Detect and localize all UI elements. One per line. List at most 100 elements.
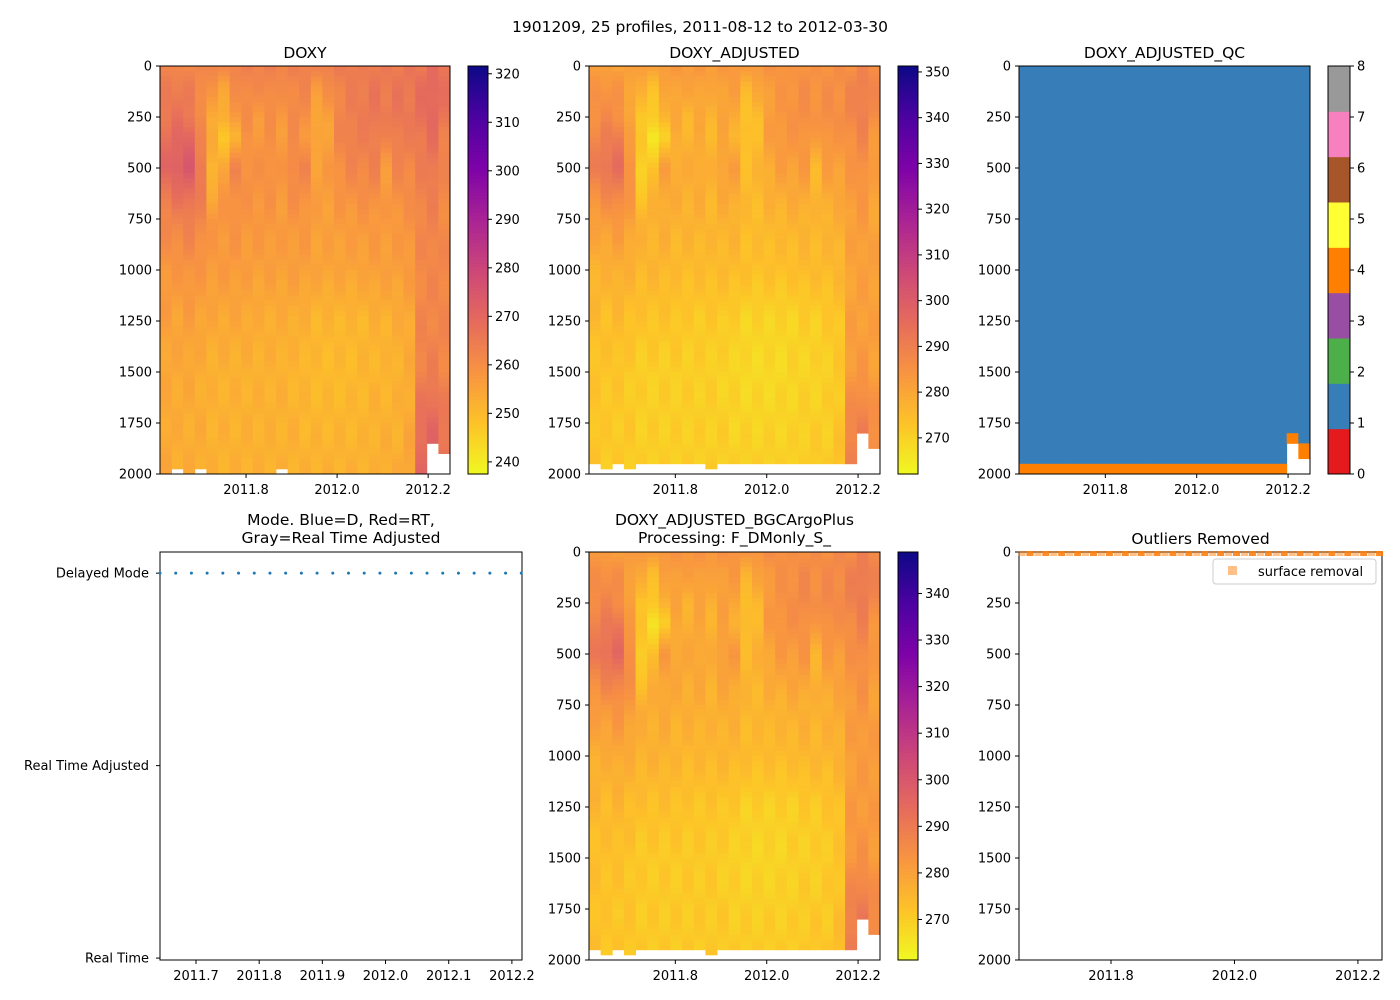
doxy-heatmap-cell <box>194 428 207 434</box>
doxy-adjusted-heatmap-cell <box>740 361 753 368</box>
doxy-heatmap-cell <box>345 372 358 378</box>
doxy-heatmap-cell <box>194 356 207 363</box>
doxy-adjusted-heatmap-cell <box>705 142 718 148</box>
doxy-adjusted-heatmap-cell <box>798 366 811 373</box>
doxy-adjusted-qc-heatmap-cell <box>1065 106 1078 113</box>
doxy-adjusted-heatmap-cell <box>798 377 811 383</box>
doxy-heatmap-cell <box>229 91 242 97</box>
doxy-adjusted-heatmap-cell <box>833 392 846 398</box>
doxy-adjusted-qc-heatmap-cell <box>1065 417 1078 424</box>
doxy-heatmap-cell <box>160 361 172 368</box>
doxy-heatmap-cell <box>206 147 219 154</box>
doxy-adjusted-heatmap-cell <box>751 310 764 317</box>
doxy-adjusted-heatmap-cell <box>693 264 706 271</box>
doxy-heatmap-cell <box>218 249 230 256</box>
doxy-adjusted-qc-heatmap-cell <box>1065 331 1078 337</box>
doxy-heatmap-cell <box>183 219 196 225</box>
doxy-heatmap-cell <box>322 213 335 220</box>
doxy-adjusted-heatmap-cell <box>751 91 764 97</box>
doxy-heatmap-cell <box>310 229 323 235</box>
doxy-adjusted-qc-heatmap-cell <box>1100 310 1113 317</box>
doxy-adjusted-qc-heatmap-cell <box>1030 188 1043 194</box>
doxy-adjusted-qc-heatmap-cell <box>1077 270 1090 276</box>
doxy-adjusted-heatmap-cell <box>682 173 695 179</box>
doxy-adjusted-heatmap-cell <box>763 137 776 143</box>
doxy-heatmap-cell <box>206 310 219 317</box>
doxy-heatmap-cell <box>345 387 358 393</box>
doxy-adjusted-heatmap-cell <box>600 366 613 373</box>
doxy-adjusted-qc-heatmap-cell <box>1042 264 1055 271</box>
doxy-heatmap-cell <box>183 198 196 205</box>
doxy-adjusted-heatmap-cell <box>728 244 741 250</box>
doxy-adjusted-qc-heatmap-cell <box>1042 443 1055 449</box>
doxy-heatmap-cell <box>287 86 300 92</box>
doxy-adjusted-heatmap-cell <box>763 366 776 373</box>
doxy-heatmap-cell <box>206 239 219 245</box>
doxy-heatmap-cell <box>415 224 428 230</box>
doxy-heatmap-cell <box>276 356 288 363</box>
doxy-heatmap-cell <box>241 173 254 179</box>
doxy-heatmap-cell <box>368 443 381 449</box>
doxy-heatmap-cell <box>357 229 370 235</box>
doxy-adjusted-heatmap-cell <box>775 346 788 352</box>
doxy-heatmap-cell <box>264 305 277 312</box>
doxy-adjusted-heatmap-cell <box>810 326 823 332</box>
doxy-adjusted-qc-heatmap-cell <box>1053 310 1066 317</box>
doxy-heatmap-cell <box>264 183 277 189</box>
doxy-adjusted-heatmap-cell <box>589 249 602 256</box>
doxy-heatmap-cell <box>276 71 288 77</box>
doxy-adjusted-qc-heatmap-cell <box>1077 295 1090 301</box>
doxy-adjusted-qc-heatmap-cell <box>1123 132 1136 138</box>
doxy-adjusted-heatmap-cell <box>589 239 602 245</box>
doxy-heatmap-cell <box>438 275 451 281</box>
doxy-adjusted-heatmap-cell <box>763 290 776 296</box>
doxy-heatmap-cell <box>415 244 428 250</box>
doxy-adjusted-heatmap-cell <box>658 117 671 123</box>
doxy-adjusted-qc-heatmap-cell <box>1100 127 1113 133</box>
doxy-adjusted-qc-heatmap-cell <box>1100 326 1113 332</box>
doxy-adjusted-qc-heatmap-cell <box>1077 152 1090 159</box>
doxy-adjusted-heatmap-cell <box>589 244 602 250</box>
doxy-heatmap-cell <box>415 275 428 281</box>
doxy-heatmap-cell <box>426 295 439 301</box>
doxy-heatmap-cell <box>183 147 196 154</box>
doxy-heatmap-cell <box>252 127 265 133</box>
doxy-heatmap-cell <box>392 300 404 307</box>
doxy-heatmap-cell <box>160 448 172 454</box>
doxy-adjusted-heatmap-cell <box>856 244 869 250</box>
doxy-heatmap-cell <box>194 377 207 383</box>
doxy-adjusted-qc-heatmap-cell <box>1030 443 1043 449</box>
doxy-heatmap-cell <box>206 127 219 133</box>
doxy-heatmap-cell <box>357 239 370 245</box>
doxy-heatmap-cell <box>310 423 323 429</box>
doxy-adjusted-heatmap-cell <box>786 285 799 291</box>
doxy-adjusted-heatmap-cell <box>705 111 718 118</box>
doxy-heatmap-cell <box>218 417 230 424</box>
doxy-adjusted-qc-heatmap-cell <box>1100 239 1113 245</box>
doxy-adjusted-qc-heatmap-cell <box>1030 305 1043 312</box>
doxy-heatmap-cell <box>380 198 393 205</box>
doxy-adjusted-qc-heatmap-cell <box>1100 264 1113 271</box>
doxy-adjusted-qc-heatmap-cell <box>1112 203 1125 210</box>
doxy-heatmap-cell <box>322 254 335 261</box>
doxy-heatmap-cell <box>264 315 277 322</box>
doxy-heatmap-cell <box>322 71 335 77</box>
doxy-heatmap-cell <box>206 157 219 164</box>
doxy-adjusted-heatmap-cell <box>589 264 602 271</box>
doxy-heatmap-cell <box>334 315 346 322</box>
doxy-heatmap-cell <box>160 290 172 296</box>
doxy-adjusted-qc-heatmap-cell <box>1088 264 1101 271</box>
doxy-adjusted-heatmap-cell <box>705 310 718 317</box>
doxy-heatmap-cell <box>426 433 439 439</box>
doxy-adjusted-heatmap-cell <box>821 275 834 281</box>
doxy-heatmap-cell <box>276 463 288 470</box>
doxy-adjusted-qc-heatmap-cell <box>1077 448 1090 454</box>
doxy-adjusted-colorbar-segment <box>898 450 918 455</box>
doxy-heatmap-cell <box>171 290 184 296</box>
doxy-heatmap-cell <box>415 117 428 123</box>
doxy-heatmap-cell <box>218 254 230 261</box>
doxy-heatmap-cell <box>206 382 219 388</box>
doxy-adjusted-heatmap-cell <box>623 101 636 108</box>
doxy-adjusted-qc-heatmap-cell <box>1112 264 1125 271</box>
doxy-heatmap-cell <box>229 290 242 296</box>
